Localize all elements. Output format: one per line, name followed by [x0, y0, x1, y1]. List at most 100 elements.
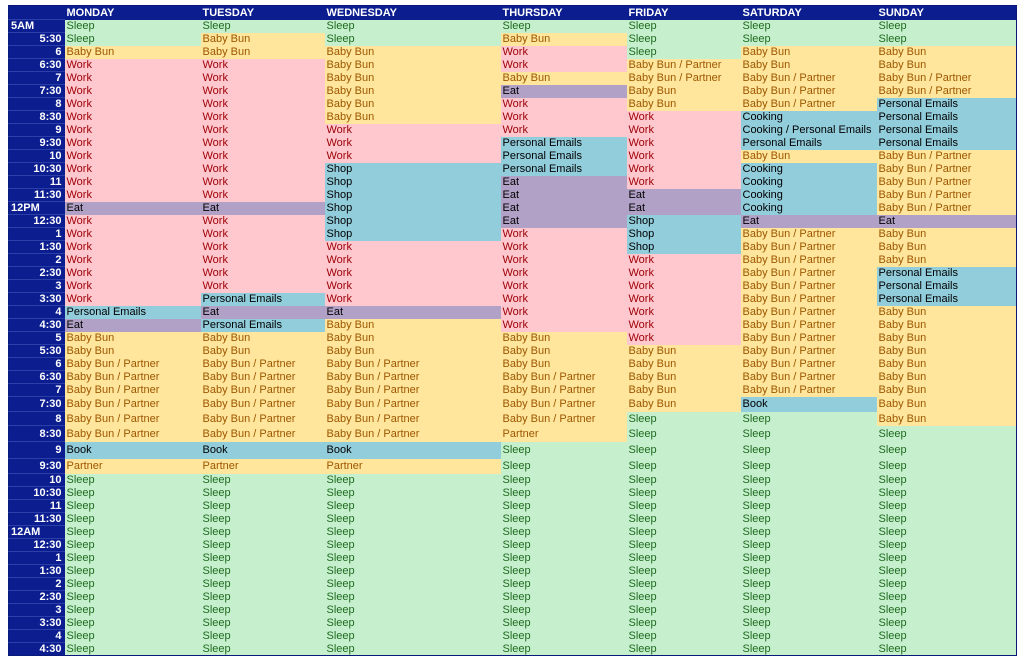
schedule-row: 7 Baby Bun / Partner Baby Bun / Partner Bab…: [8, 383, 1017, 397]
schedule-row: 5 Baby Bun Baby Bun Baby Bun Baby Bun Work Bab…: [8, 331, 1017, 345]
activity-cell: Sleep: [64, 538, 201, 552]
activity-cell: Sleep: [324, 19, 501, 33]
activity-cell: Baby Bun: [500, 331, 627, 345]
activity-cell: Shop: [324, 162, 501, 176]
activity-cell: Baby Bun: [876, 396, 1017, 412]
activity-cell: Eat: [500, 201, 627, 215]
activity-cell: Sleep: [64, 603, 201, 617]
activity-cell: Sleep: [626, 629, 741, 643]
activity-cell: Sleep: [626, 603, 741, 617]
activity-cell: Baby Bun: [876, 240, 1017, 254]
schedule-row: 2 Sleep Sleep Sleep Sleep Sleep Sleep Sleep: [8, 577, 1017, 591]
activity-cell: Work: [64, 279, 201, 293]
activity-cell: Work: [626, 136, 741, 150]
time-label: 8: [8, 411, 65, 426]
activity-cell: Book: [740, 396, 877, 412]
activity-cell: Eat: [200, 201, 325, 215]
activity-cell: Sleep: [200, 629, 325, 643]
activity-cell: Work: [626, 175, 741, 189]
activity-cell: Sleep: [64, 590, 201, 604]
activity-cell: Sleep: [64, 616, 201, 630]
time-label: 5: [8, 331, 65, 345]
schedule-row: 10 Work Work Work Personal Emails Work Baby Bu…: [8, 149, 1017, 163]
activity-cell: Baby Bun: [626, 97, 741, 111]
time-label: 11:30: [8, 188, 65, 202]
time-label: 4:30: [8, 642, 65, 656]
time-label: 7: [8, 71, 65, 85]
activity-cell: Baby Bun / Partner: [64, 396, 201, 412]
activity-cell: Work: [626, 253, 741, 267]
activity-cell: Sleep: [64, 499, 201, 513]
activity-cell: Cooking: [740, 201, 877, 215]
activity-cell: Sleep: [500, 629, 627, 643]
time-label: 7:30: [8, 396, 65, 412]
activity-cell: Baby Bun / Partner: [500, 411, 627, 426]
header-row: MONDAY TUESDAY WEDNESDAY THURSDAY FRIDAY SATU…: [8, 5, 1017, 20]
activity-cell: Sleep: [64, 564, 201, 578]
time-label: 2:30: [8, 266, 65, 280]
activity-cell: Baby Bun / Partner: [740, 240, 877, 254]
activity-cell: Baby Bun: [626, 370, 741, 384]
schedule-row: 3:30 Sleep Sleep Sleep Sleep Sleep Sleep Sleep: [8, 616, 1017, 630]
activity-cell: Sleep: [626, 499, 741, 513]
activity-cell: Partner: [500, 425, 627, 442]
activity-cell: Baby Bun / Partner: [740, 305, 877, 319]
activity-cell: Book: [200, 441, 325, 459]
activity-cell: Sleep: [626, 525, 741, 539]
activity-cell: Sleep: [876, 512, 1017, 526]
activity-cell: Baby Bun: [500, 344, 627, 358]
schedule-row: 4 Sleep Sleep Sleep Sleep Sleep Sleep Sleep: [8, 629, 1017, 643]
activity-cell: Sleep: [626, 425, 741, 442]
time-label: 2:30: [8, 590, 65, 604]
activity-cell: Baby Bun / Partner: [876, 71, 1017, 85]
activity-cell: Sleep: [876, 577, 1017, 591]
activity-cell: Sleep: [500, 486, 627, 500]
activity-cell: Sleep: [324, 603, 501, 617]
activity-cell: Sleep: [500, 512, 627, 526]
activity-cell: Sleep: [324, 590, 501, 604]
schedule-row: 9:30 Work Work Work Personal Emails Work Perso…: [8, 136, 1017, 150]
activity-cell: Eat: [500, 188, 627, 202]
activity-cell: Baby Bun: [324, 45, 501, 59]
activity-cell: Baby Bun: [64, 45, 201, 59]
time-label: 12AM: [8, 525, 65, 539]
activity-cell: Sleep: [876, 525, 1017, 539]
activity-cell: Sleep: [740, 499, 877, 513]
activity-cell: Baby Bun: [876, 344, 1017, 358]
activity-cell: Baby Bun / Partner: [64, 370, 201, 384]
activity-cell: Baby Bun / Partner: [200, 370, 325, 384]
time-label: 3: [8, 603, 65, 617]
schedule-row: 12AM Sleep Sleep Sleep Sleep Sleep Sleep Sleep: [8, 525, 1017, 539]
activity-cell: Sleep: [876, 458, 1017, 474]
activity-cell: Baby Bun: [200, 45, 325, 59]
activity-cell: Baby Bun: [876, 331, 1017, 345]
activity-cell: Baby Bun: [626, 357, 741, 371]
activity-cell: Baby Bun / Partner: [740, 318, 877, 332]
activity-cell: Work: [324, 292, 501, 306]
schedule-row: 12PM Eat Eat Shop Eat Eat Cooking Baby Bun / Pa…: [8, 201, 1017, 215]
activity-cell: Personal Emails: [200, 292, 325, 306]
activity-cell: Sleep: [200, 577, 325, 591]
activity-cell: Sleep: [626, 19, 741, 33]
activity-cell: Baby Bun: [324, 71, 501, 85]
activity-cell: Baby Bun / Partner: [324, 357, 501, 371]
time-label: 2: [8, 253, 65, 267]
activity-cell: Baby Bun / Partner: [876, 188, 1017, 202]
activity-cell: Sleep: [200, 642, 325, 656]
time-label: 8:30: [8, 425, 65, 442]
activity-cell: Sleep: [64, 577, 201, 591]
activity-cell: Sleep: [200, 564, 325, 578]
activity-cell: Sleep: [324, 499, 501, 513]
time-label: 9: [8, 441, 65, 459]
schedule-row: 3:30 Work Personal Emails Work Work Work Baby …: [8, 292, 1017, 306]
activity-cell: Sleep: [500, 441, 627, 459]
activity-cell: Sleep: [740, 473, 877, 487]
activity-cell: Work: [324, 149, 501, 163]
time-label: 6:30: [8, 370, 65, 384]
activity-cell: Sleep: [324, 551, 501, 565]
activity-cell: Work: [200, 214, 325, 228]
activity-cell: Baby Bun / Partner: [740, 383, 877, 397]
schedule-row: 3 Work Work Work Work Work Baby Bun / Partner P…: [8, 279, 1017, 293]
activity-cell: Baby Bun / Partner: [876, 201, 1017, 215]
time-label: 3:30: [8, 292, 65, 306]
